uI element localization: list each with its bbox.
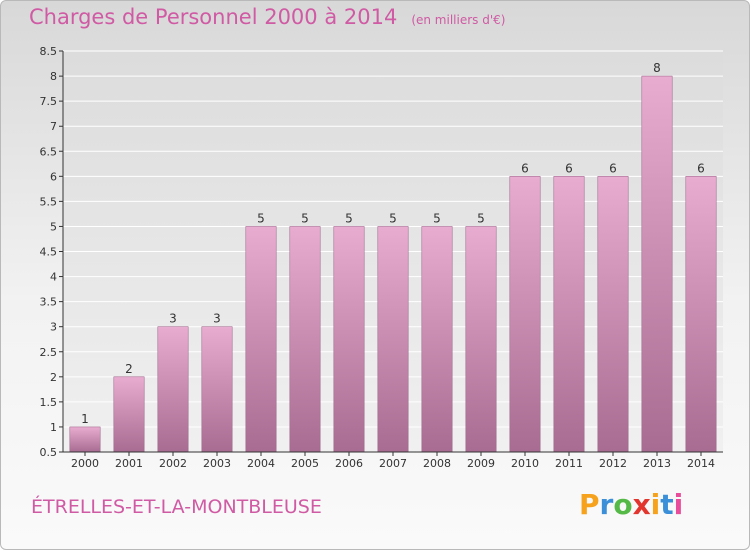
bar-value-label: 6 [565,161,573,175]
y-tick-label: 1.5 [40,396,58,409]
bar [289,226,321,453]
logo-letter: o [613,488,633,521]
y-tick-label: 8 [50,70,57,83]
x-tick-label: 2005 [291,457,319,470]
x-tick-label: 2010 [511,457,539,470]
x-tick-label: 2012 [599,457,627,470]
bar-value-label: 1 [81,412,89,426]
y-tick-label: 2 [50,371,57,384]
bar [421,226,453,453]
bar-value-label: 5 [433,211,441,225]
x-tick-label: 2014 [687,457,715,470]
y-tick-label: 1 [50,421,57,434]
bar-value-label: 3 [169,312,177,326]
y-tick-label: 3.5 [40,296,58,309]
bar-value-label: 3 [213,312,221,326]
bar [113,376,145,453]
bar-value-label: 5 [389,211,397,225]
subtitle-text: (en milliers d'€) [411,13,506,27]
bar [465,226,497,453]
bar-value-label: 5 [301,211,309,225]
bar [553,176,585,453]
bar-value-label: 6 [697,161,705,175]
bar [377,226,409,453]
bar-value-label: 6 [521,161,529,175]
logo-letter: i [650,488,661,521]
y-tick-label: 5.5 [40,195,58,208]
title-text: Charges de Personnel 2000 à 2014 [29,5,398,29]
bar-value-label: 6 [609,161,617,175]
y-tick-label: 2.5 [40,346,58,359]
x-tick-label: 2003 [203,457,231,470]
chart-title: Charges de Personnel 2000 à 2014 (en mill… [29,5,505,29]
bar [509,176,541,453]
bar-value-label: 2 [125,362,133,376]
y-tick-label: 8.5 [40,45,58,58]
y-tick-label: 4.5 [40,246,58,259]
y-tick-label: 5 [50,220,57,233]
logo-letter: r [599,488,614,521]
bar-value-label: 8 [653,61,661,75]
y-tick-label: 7.5 [40,95,58,108]
bar [333,226,365,453]
y-tick-label: 6.5 [40,145,58,158]
logo-letter: i [673,488,684,521]
x-tick-label: 2008 [423,457,451,470]
logo-letter: P [579,488,600,521]
x-tick-label: 2007 [379,457,407,470]
bar [641,75,673,453]
x-tick-label: 2001 [115,457,143,470]
commune-name: ÉTRELLES-ET-LA-MONTBLEUSE [31,496,322,518]
y-tick-label: 7 [50,120,57,133]
y-tick-label: 0.5 [40,446,58,459]
bar [685,176,717,453]
bar [201,326,233,453]
bar [597,176,629,453]
bar [69,426,101,453]
bar-value-label: 5 [345,211,353,225]
x-tick-label: 2004 [247,457,275,470]
y-tick-label: 4 [50,271,57,284]
x-tick-label: 2009 [467,457,495,470]
logo-letter: x [632,488,651,521]
logo-letter: t [660,488,674,521]
bar [157,326,189,453]
bar-value-label: 5 [257,211,265,225]
x-tick-label: 2013 [643,457,671,470]
x-tick-label: 2011 [555,457,583,470]
bar-value-label: 5 [477,211,485,225]
y-tick-label: 3 [50,321,57,334]
bar [245,226,277,453]
x-tick-label: 2002 [159,457,187,470]
y-tick-label: 6 [50,170,57,183]
proxiti-logo: Proxiti [579,488,683,521]
x-tick-label: 2000 [71,457,99,470]
x-tick-label: 2006 [335,457,363,470]
